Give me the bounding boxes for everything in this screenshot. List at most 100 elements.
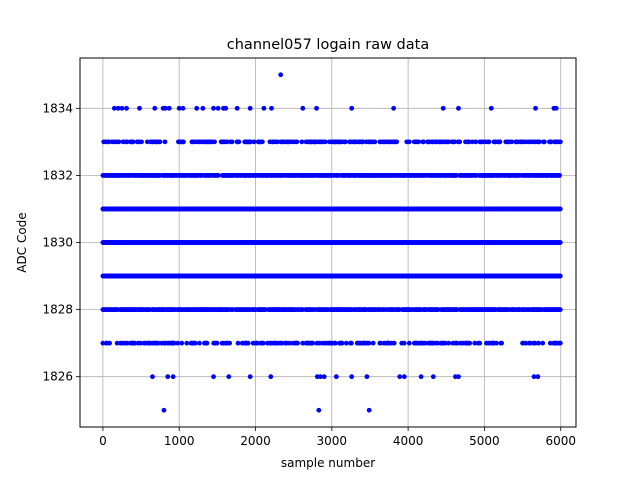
data-point xyxy=(165,374,171,380)
data-point xyxy=(166,105,172,111)
data-point xyxy=(452,139,457,145)
y-axis-label: ADC Code xyxy=(15,212,29,272)
data-point xyxy=(106,139,112,145)
data-point xyxy=(162,139,168,145)
data-point xyxy=(236,139,242,145)
data-point xyxy=(115,105,121,111)
data-point xyxy=(180,105,186,111)
data-point xyxy=(223,105,229,111)
data-point xyxy=(170,374,176,380)
x-tick-label: 0 xyxy=(99,434,107,448)
data-point xyxy=(557,273,563,279)
data-point xyxy=(343,340,349,346)
data-point xyxy=(494,340,499,346)
data-point xyxy=(473,139,478,145)
data-point xyxy=(349,374,355,380)
data-point xyxy=(247,105,253,111)
data-point xyxy=(317,340,322,346)
data-point xyxy=(124,340,130,346)
data-point xyxy=(155,340,161,346)
data-point xyxy=(184,340,190,346)
data-point xyxy=(553,105,559,111)
data-point xyxy=(557,173,562,178)
data-point xyxy=(333,340,338,346)
data-point xyxy=(406,340,412,346)
data-point xyxy=(440,105,446,111)
data-point xyxy=(378,340,384,346)
data-point xyxy=(211,374,216,380)
data-point xyxy=(251,139,257,145)
data-point xyxy=(488,105,494,111)
data-point xyxy=(171,340,177,346)
data-point xyxy=(300,105,306,111)
x-tick-label: 5000 xyxy=(469,434,500,448)
data-point xyxy=(294,139,300,145)
data-points xyxy=(100,72,563,413)
data-point xyxy=(499,340,504,346)
data-point xyxy=(215,173,221,178)
y-tick-label: 1828 xyxy=(42,303,73,317)
y-tick-label: 1830 xyxy=(42,236,73,250)
y-tick-label: 1826 xyxy=(42,370,73,384)
data-point xyxy=(540,340,546,346)
data-point xyxy=(364,374,370,380)
data-point xyxy=(557,340,563,346)
data-point xyxy=(557,139,563,145)
data-point xyxy=(477,340,483,346)
x-tick-label: 3000 xyxy=(317,434,348,448)
data-point xyxy=(454,340,460,346)
data-point xyxy=(536,139,542,145)
data-point xyxy=(116,139,122,145)
data-point xyxy=(333,374,339,380)
data-point xyxy=(394,139,400,145)
data-point xyxy=(248,139,254,145)
data-point xyxy=(406,139,412,145)
data-point xyxy=(235,340,241,346)
data-point xyxy=(370,340,376,346)
data-point xyxy=(421,139,426,145)
chart-title: channel057 logain raw data xyxy=(227,37,429,53)
data-point xyxy=(212,139,217,145)
data-point xyxy=(360,139,366,145)
data-point xyxy=(339,340,345,346)
data-point xyxy=(204,340,210,346)
x-tick-label: 6000 xyxy=(545,434,576,448)
data-point xyxy=(533,105,538,111)
data-point xyxy=(279,340,285,346)
data-point xyxy=(176,105,182,111)
data-point xyxy=(547,340,553,346)
data-point xyxy=(310,340,316,346)
data-point xyxy=(316,407,322,413)
data-point xyxy=(418,374,424,380)
data-point xyxy=(161,407,167,413)
data-point xyxy=(536,340,541,346)
data-point xyxy=(137,105,142,111)
data-point xyxy=(300,340,306,346)
data-point xyxy=(446,340,452,346)
data-point xyxy=(111,105,117,111)
data-point xyxy=(557,240,563,245)
data-point xyxy=(397,374,403,380)
data-point xyxy=(457,139,463,145)
data-point xyxy=(261,105,267,111)
data-point xyxy=(144,139,150,145)
data-point xyxy=(119,105,125,111)
data-point xyxy=(349,105,355,111)
data-point xyxy=(234,105,240,111)
data-point xyxy=(138,340,144,346)
data-point xyxy=(275,139,280,145)
data-point xyxy=(486,139,492,145)
data-point xyxy=(497,139,503,145)
data-point xyxy=(535,374,541,380)
data-point xyxy=(229,139,235,145)
data-point xyxy=(366,407,372,413)
data-point xyxy=(442,340,448,346)
data-point xyxy=(456,105,461,111)
data-point xyxy=(401,374,407,380)
data-point xyxy=(268,374,274,380)
data-point xyxy=(215,105,221,111)
data-point xyxy=(467,340,473,346)
data-point xyxy=(227,340,233,346)
